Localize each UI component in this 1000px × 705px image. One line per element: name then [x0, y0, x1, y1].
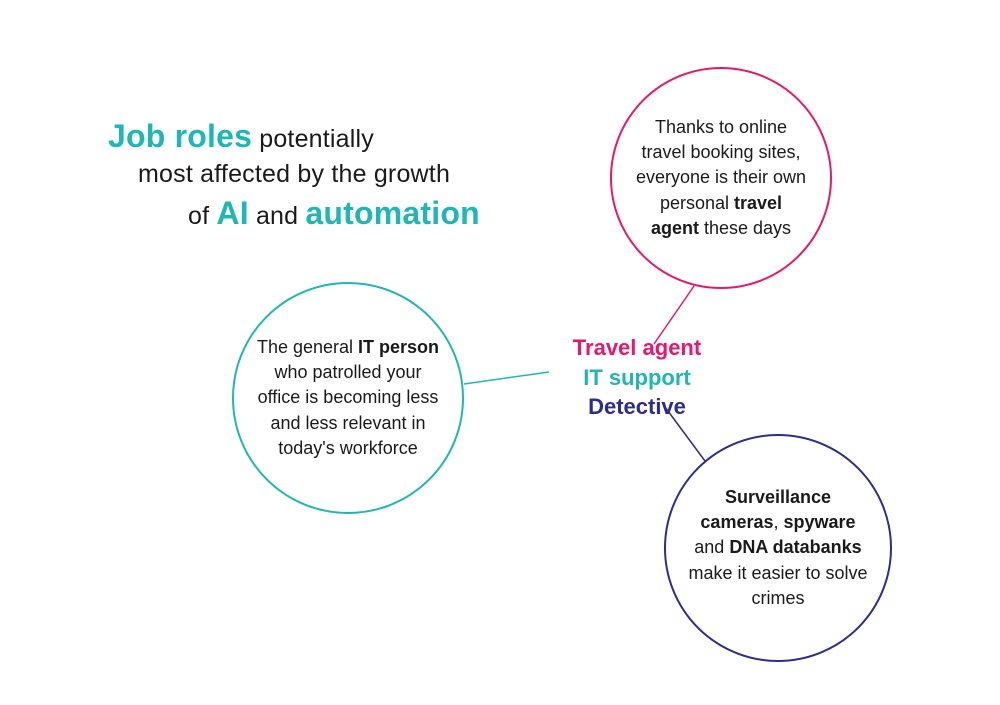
job-label-detective: Detective: [552, 392, 722, 422]
connector-it: [464, 372, 549, 384]
bubble-travel: Thanks to online travel booking sites, e…: [610, 67, 832, 289]
bubble-travel-text: Thanks to online travel booking sites, e…: [634, 115, 809, 241]
bubble-detective-text: Surveillance cameras, spyware and DNA da…: [687, 485, 869, 611]
headline: Job roles potentially most affected by t…: [108, 115, 480, 235]
job-label-it-support: IT support: [552, 363, 722, 393]
headline-line1: Job roles potentially: [108, 115, 480, 158]
bubble-detective: Surveillance cameras, spyware and DNA da…: [664, 434, 892, 662]
infographic-canvas: Job roles potentially most affected by t…: [0, 0, 1000, 705]
job-label-travel-agent: Travel agent: [552, 333, 722, 363]
headline-line3: of AI and automation: [188, 192, 480, 235]
headline-line2: most affected by the growth: [138, 158, 480, 192]
headline-accent-automation: automation: [305, 195, 479, 231]
headline-accent-ai: AI: [216, 195, 248, 231]
bubble-it: The general IT person who patrolled your…: [232, 282, 464, 514]
headline-accent-job-roles: Job roles: [108, 118, 252, 154]
job-label-stack: Travel agentIT supportDetective: [552, 333, 722, 422]
bubble-it-text: The general IT person who patrolled your…: [254, 335, 442, 461]
